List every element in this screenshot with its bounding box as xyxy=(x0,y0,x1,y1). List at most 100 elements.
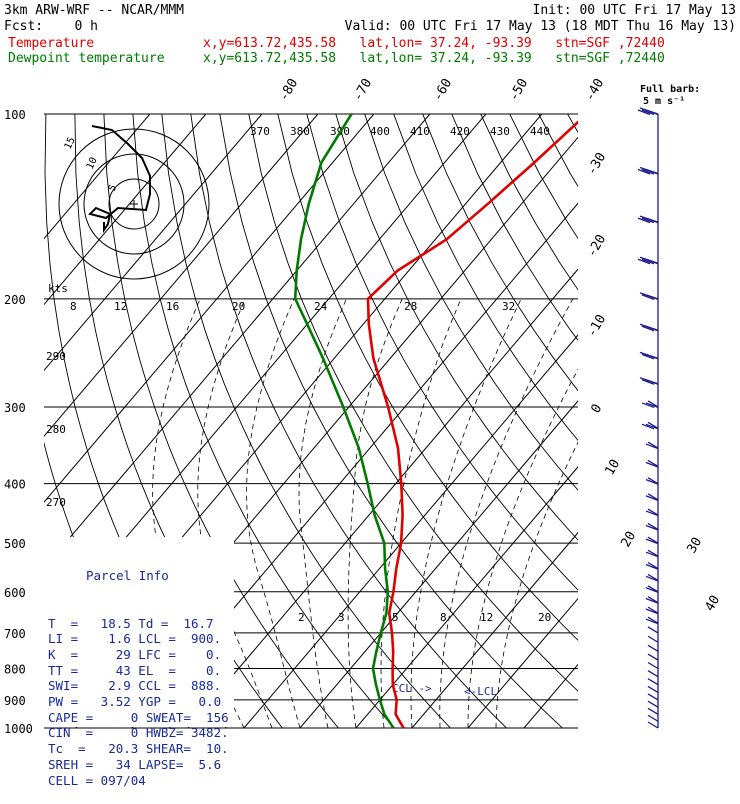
isotherm-line xyxy=(467,597,578,728)
wind-barb xyxy=(647,400,659,408)
wind-barb-flag xyxy=(645,551,659,558)
theta-e-tick-label: 400 xyxy=(370,125,390,138)
parcel-info-row: K = 29 LFC = 0. xyxy=(48,646,222,662)
isotherm-tick-label: -50 xyxy=(506,76,531,104)
wind-barb-flag xyxy=(645,217,659,224)
wind-barb xyxy=(647,596,659,604)
dry-adiabat-line xyxy=(132,114,395,728)
wind-barb-flag xyxy=(645,325,659,332)
mixing-ratio-low-label: 12 xyxy=(480,611,493,624)
dry-adiabat-line xyxy=(190,114,507,728)
wind-barb xyxy=(647,562,659,570)
wind-barb-flag xyxy=(637,258,651,265)
wind-barb-flag xyxy=(645,258,659,265)
wind-barb-flag xyxy=(645,423,659,430)
wind-barb-flag xyxy=(641,109,655,116)
wind-barb xyxy=(647,606,659,614)
dewpoint-location: x,y=613.72,435.58 lat,lon= 37.24, -93.39… xyxy=(203,51,665,66)
wind-barb-flag xyxy=(645,109,659,116)
wind-barb-flag xyxy=(645,510,659,517)
dry-adiabat-line xyxy=(219,114,563,728)
isotherm-line xyxy=(523,663,578,728)
sounding-line-temperature xyxy=(366,120,578,728)
wind-barb-flag xyxy=(641,325,655,332)
wind-barb xyxy=(647,522,659,531)
parcel-info-row: SREH = 34 LAPSE= 5.6 xyxy=(48,756,222,772)
isotherm-tick-label: 0 xyxy=(588,402,605,416)
moist-adiabat-line xyxy=(439,298,574,728)
mixing-ratio-tick-label: 28 xyxy=(404,300,417,313)
wind-barb xyxy=(647,493,659,501)
wind-barb xyxy=(647,693,659,701)
wind-barb-flag xyxy=(645,402,659,409)
moist-adiabat-line xyxy=(467,368,578,728)
dry-adiabat-line xyxy=(306,114,578,591)
hodo-units: kts xyxy=(48,282,68,294)
theta-e-tick-label: 430 xyxy=(490,125,510,138)
isotherm-tick-label: -10 xyxy=(584,312,609,340)
wind-barb xyxy=(647,477,659,485)
wind-barb-flag xyxy=(645,524,659,531)
wind-barb-flag xyxy=(641,258,655,265)
wind-barb-flag xyxy=(641,168,655,175)
wind-barb-flag xyxy=(641,217,655,224)
pressure-tick-label: 400 xyxy=(4,478,26,492)
pressure-tick-label: 200 xyxy=(4,293,26,307)
pressure-tick-label: 700 xyxy=(4,627,26,641)
wind-barb-flag xyxy=(645,563,659,570)
wind-barb-flag xyxy=(641,402,655,409)
dry-adiabat-line xyxy=(277,114,578,641)
dry-adiabat-line xyxy=(335,114,578,541)
dry-adiabat-line xyxy=(509,114,578,240)
wind-barb xyxy=(647,626,659,634)
wind-barb-flag xyxy=(645,618,659,625)
wind-barb-flag xyxy=(645,168,659,175)
lcl-label: <-LCL xyxy=(464,685,497,698)
isotherm-line xyxy=(44,114,151,240)
wind-barb-flag xyxy=(641,294,655,300)
parcel-info-row: SWI= 2.9 CCL = 888. xyxy=(48,678,222,694)
pressure-tick-label: 300 xyxy=(4,401,26,415)
temperature-location: x,y=613.72,435.58 lat,lon= 37.24, -93.39… xyxy=(203,36,665,51)
barb-key-line1: Full barb: xyxy=(640,84,700,95)
wind-barb-flag xyxy=(637,168,651,175)
dry-adiabat-line xyxy=(684,114,740,728)
isotherm-line xyxy=(243,334,578,728)
wind-barb xyxy=(647,653,659,661)
parcel-info-row: CELL = 097/04 xyxy=(48,772,146,788)
isotherm-tick-label: -20 xyxy=(584,232,609,260)
parcel-info-row: Tc = 20.3 SHEAR= 10. xyxy=(48,741,229,757)
wind-barb xyxy=(647,700,659,708)
wind-barb-flag xyxy=(645,587,659,593)
isotherm-line xyxy=(580,114,740,728)
wind-barb-flag xyxy=(645,443,659,450)
moist-adiabat-line xyxy=(298,298,347,728)
mixing-ratio-low-label: 2 xyxy=(298,611,305,624)
wind-barb-flag xyxy=(637,217,651,224)
wind-barb-flag xyxy=(645,598,659,604)
dry-adiabat-line xyxy=(451,114,578,342)
wind-barb-flag xyxy=(645,608,659,615)
parcel-info-row: CIN = 0 HWBZ= 3482. xyxy=(48,725,229,741)
isotherm-line xyxy=(355,466,578,728)
isotherm-line xyxy=(636,114,740,728)
moist-adiabat-line xyxy=(410,298,522,728)
mixing-ratio-low-label: 20 xyxy=(538,611,551,624)
mixing-ratio-tick-label: 32 xyxy=(502,300,515,313)
parcel-info-rows: T = 18.5 Td = 16.7 LI = 1.6 LCL = 900. K =… xyxy=(44,616,234,789)
theta-e-tick-label: 440 xyxy=(530,125,550,138)
parcel-info-row: CAPE = 0 SWEAT= 156 xyxy=(48,709,229,725)
wind-barb-flag xyxy=(637,109,651,116)
mixing-ratio-low-label: 8 xyxy=(440,611,447,624)
wind-barb-flag xyxy=(645,538,659,545)
wind-barb xyxy=(647,644,659,652)
wind-barb xyxy=(647,685,659,693)
theta-e-tick-label: 420 xyxy=(450,125,470,138)
isotherm-tick-label: 30 xyxy=(684,535,705,556)
init-time: Init: 00 UTC Fri 17 May 13 xyxy=(532,3,737,18)
theta-tick-label: 290 xyxy=(46,350,66,363)
forecast-hour: Fcst: 0 h xyxy=(4,19,98,34)
model-title: 3km ARW-WRF -- NCAR/MMM xyxy=(4,3,185,18)
pressure-tick-label: 900 xyxy=(4,694,26,708)
